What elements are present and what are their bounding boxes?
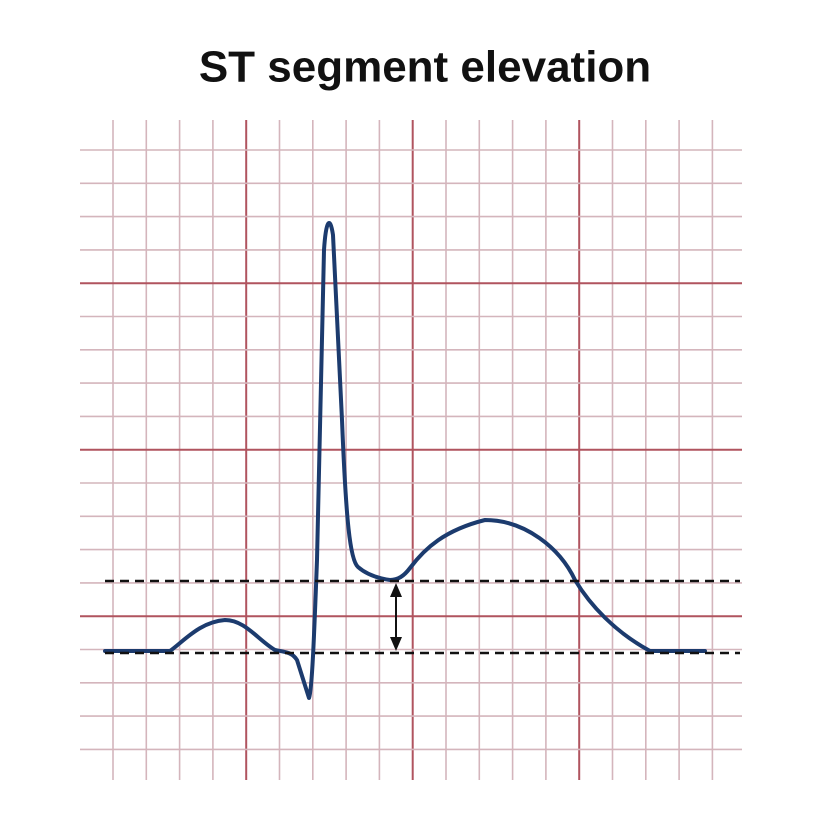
arrow-head-up (390, 583, 402, 597)
ecg-trace (103, 221, 707, 700)
arrow-head-down (390, 637, 402, 651)
ecg-grid (80, 120, 742, 780)
title: ST segment elevation (199, 43, 651, 92)
